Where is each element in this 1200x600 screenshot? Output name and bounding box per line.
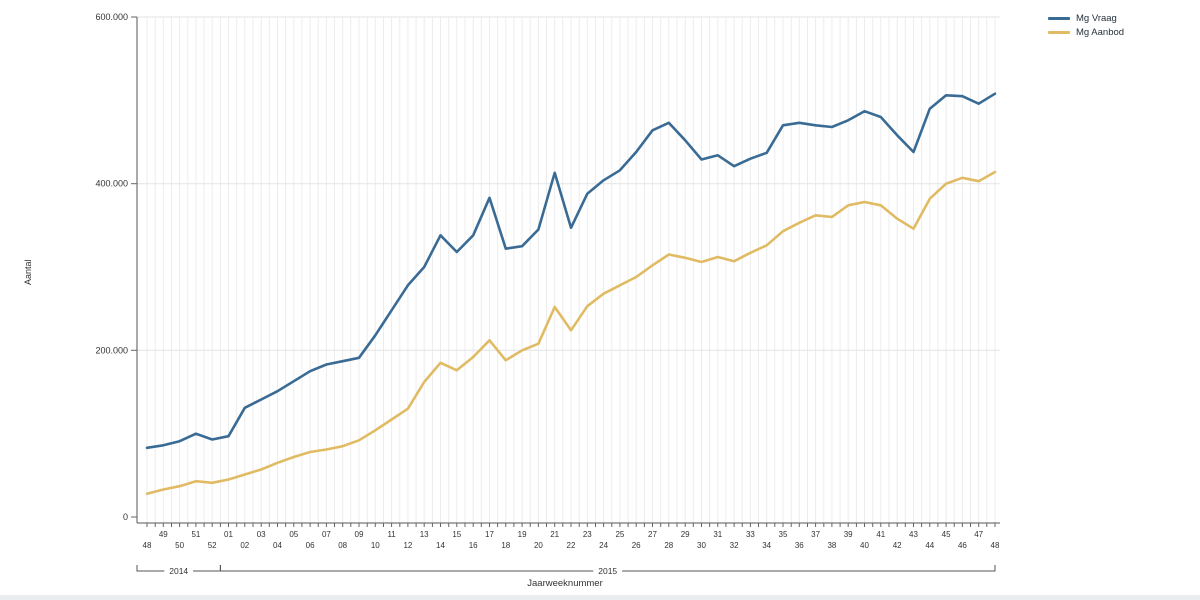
x-tick-labels: 48 49 50 51 52 01 02 03 04 05 06 07 08 09 10 11 12 13 14 15… — [143, 530, 1000, 550]
svg-text:09: 09 — [355, 530, 364, 539]
svg-text:45: 45 — [942, 530, 951, 539]
svg-text:06: 06 — [306, 541, 315, 550]
svg-text:35: 35 — [779, 530, 788, 539]
svg-text:36: 36 — [795, 541, 804, 550]
legend-line-swatch-yellow — [1048, 30, 1070, 34]
window-bottom-edge — [0, 595, 1200, 600]
y-tick-labels: 0 200.000 400.000 600.000 — [95, 12, 137, 522]
svg-text:34: 34 — [762, 541, 771, 550]
legend-item-mg-vraag[interactable]: Mg Vraag — [1048, 12, 1124, 24]
svg-text:31: 31 — [713, 530, 722, 539]
svg-text:52: 52 — [208, 541, 217, 550]
svg-text:12: 12 — [403, 541, 412, 550]
svg-text:26: 26 — [632, 541, 641, 550]
svg-text:07: 07 — [322, 530, 331, 539]
svg-text:19: 19 — [518, 530, 527, 539]
svg-text:200.000: 200.000 — [95, 345, 128, 355]
svg-text:47: 47 — [974, 530, 983, 539]
svg-text:13: 13 — [420, 530, 429, 539]
svg-text:41: 41 — [876, 530, 885, 539]
svg-text:38: 38 — [827, 541, 836, 550]
svg-text:10: 10 — [371, 541, 380, 550]
svg-text:42: 42 — [893, 541, 902, 550]
svg-text:17: 17 — [485, 530, 494, 539]
vertical-gridlines — [146, 17, 996, 523]
legend-label: Mg Aanbod — [1076, 26, 1125, 38]
year-brackets: 2014 2015 — [136, 565, 996, 576]
svg-text:48: 48 — [143, 541, 152, 550]
horizontal-gridlines — [137, 16, 1000, 351]
svg-text:27: 27 — [648, 530, 657, 539]
svg-text:46: 46 — [958, 541, 967, 550]
x-axis-ticks — [146, 523, 996, 527]
x-axis-title: Jaarweeknummer — [527, 578, 603, 589]
svg-text:14: 14 — [436, 541, 445, 550]
svg-text:48: 48 — [991, 541, 1000, 550]
legend-item-mg-aanbod[interactable]: Mg Aanbod — [1048, 26, 1124, 38]
svg-text:33: 33 — [746, 530, 755, 539]
legend-label: Mg Vraag — [1076, 12, 1117, 24]
svg-text:04: 04 — [273, 541, 282, 550]
svg-text:21: 21 — [550, 530, 559, 539]
svg-text:51: 51 — [191, 530, 200, 539]
svg-text:02: 02 — [240, 541, 249, 550]
svg-text:400.000: 400.000 — [95, 179, 128, 189]
svg-text:44: 44 — [925, 541, 934, 550]
svg-text:0: 0 — [123, 512, 128, 522]
svg-text:43: 43 — [909, 530, 918, 539]
svg-text:30: 30 — [697, 541, 706, 550]
y-axis-title: Aantal — [23, 259, 33, 285]
svg-text:20: 20 — [534, 541, 543, 550]
series-line-mg-vraag — [145, 92, 997, 450]
svg-text:49: 49 — [159, 530, 168, 539]
svg-text:32: 32 — [730, 541, 739, 550]
svg-text:25: 25 — [615, 530, 624, 539]
svg-text:2014: 2014 — [169, 566, 188, 576]
svg-text:23: 23 — [583, 530, 592, 539]
svg-text:24: 24 — [599, 541, 608, 550]
svg-text:28: 28 — [664, 541, 673, 550]
svg-text:11: 11 — [387, 530, 396, 539]
legend: Mg Vraag Mg Aanbod — [1048, 12, 1124, 38]
svg-text:03: 03 — [257, 530, 266, 539]
svg-text:2015: 2015 — [598, 566, 617, 576]
svg-text:40: 40 — [860, 541, 869, 550]
svg-text:600.000: 600.000 — [95, 12, 128, 22]
svg-text:50: 50 — [175, 541, 184, 550]
svg-text:29: 29 — [681, 530, 690, 539]
svg-text:18: 18 — [501, 541, 510, 550]
svg-text:37: 37 — [811, 530, 820, 539]
series-line-mg-aanbod — [145, 170, 997, 496]
svg-text:05: 05 — [289, 530, 298, 539]
svg-text:22: 22 — [567, 541, 576, 550]
svg-text:16: 16 — [469, 541, 478, 550]
svg-text:15: 15 — [452, 530, 461, 539]
svg-text:01: 01 — [224, 530, 233, 539]
svg-text:39: 39 — [844, 530, 853, 539]
legend-line-swatch-blue — [1048, 16, 1070, 20]
svg-text:08: 08 — [338, 541, 347, 550]
